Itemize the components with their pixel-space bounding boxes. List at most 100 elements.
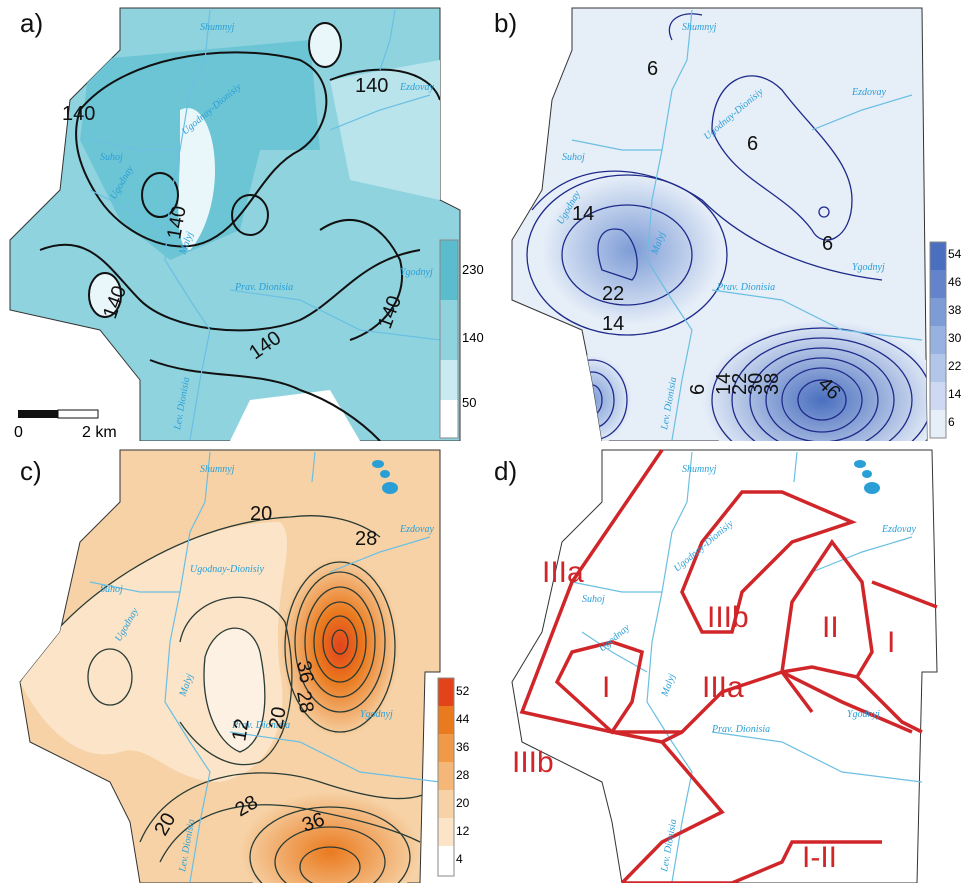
map-b-contour <box>765 357 879 441</box>
river-shumnyj-label: Shumnyj <box>682 22 717 33</box>
map-b: Shumnyj Ezdovay Ugodnay-Dionisiy Suhoj U… <box>511 7 947 441</box>
map-a-contour <box>39 243 421 332</box>
map-a-light-zone <box>178 108 215 250</box>
map-c-contour <box>322 615 358 669</box>
river-ygodnyj-label: Ygodnyj <box>400 267 433 278</box>
contour-label: 22 <box>602 283 624 305</box>
colorbar-a-tick: 230 <box>462 262 484 277</box>
map-c-contour <box>87 648 133 706</box>
map-b-contour <box>668 13 703 41</box>
river-prav-dionisia-label: Prav. Dionisia <box>234 282 293 293</box>
map-a: Shumnyj Ezdovay Ugodnay-Dionisiy Suhoj U… <box>9 7 461 441</box>
contour-label: 30 <box>745 373 767 395</box>
contour-label: 12 <box>228 717 254 743</box>
river-ezdovay-label: Ezdovay <box>881 524 916 535</box>
river-ygodnyj-label: Ygodnyj <box>360 709 393 720</box>
panel-c-label: c) <box>20 456 42 486</box>
river-prav-dionisia-label: Prav. Dionisia <box>716 282 775 293</box>
map-a-contour <box>141 172 179 218</box>
map-b-high <box>702 320 927 441</box>
map-c-contour <box>304 586 376 698</box>
map-b-contour <box>597 228 638 281</box>
map-b-contour <box>711 75 853 241</box>
contour-label: 20 <box>250 503 272 525</box>
contour-label: 6 <box>747 133 758 155</box>
colorbar-c-tick: 36 <box>456 740 470 754</box>
river-prav-dionisia-label: Prav. Dionisia <box>231 720 290 731</box>
lakes-c <box>372 460 398 494</box>
colorbar-b-tick: 38 <box>948 303 962 317</box>
river-prav-dionisia-label: Prav. Dionisia <box>711 724 770 735</box>
contour-label: 6 <box>647 58 658 80</box>
map-c-contour <box>179 596 293 766</box>
contour-label: 6 <box>687 384 709 395</box>
colorbar-c <box>437 677 455 877</box>
colorbar-b-tick: 6 <box>948 415 955 429</box>
zone-label: I-II <box>802 841 837 874</box>
river-suhoj-label: Suhoj <box>562 152 585 163</box>
map-c: Shumnyj Ezdovay Ugodnay-Dionisiy Suhoj U… <box>19 449 455 883</box>
river-ezdovay-label: Ezdovay <box>851 87 886 98</box>
colorbar-b-tick: 14 <box>948 387 962 401</box>
map-b-contour <box>531 170 883 281</box>
contour-label: 6 <box>822 233 833 255</box>
panel-d-label: d) <box>494 456 518 486</box>
rivers-a <box>89 9 441 441</box>
map-b-contour <box>731 337 913 441</box>
zone-label: IIIb <box>512 746 554 779</box>
map-a-contour <box>231 194 269 236</box>
map-d: Shumnyj Ezdovay Ugodnay-Dionisiy Suhoj U… <box>511 449 938 883</box>
colorbar-b-tick: 22 <box>948 359 962 373</box>
map-a-contour <box>75 51 328 248</box>
contour-label: 14 <box>572 203 594 225</box>
map-b-high <box>552 355 632 441</box>
map-a-contour <box>149 359 381 441</box>
map-b-contour <box>749 347 895 441</box>
map-b-contour <box>818 206 830 218</box>
colorbar-c-tick: 28 <box>456 768 470 782</box>
contour-label: 28 <box>355 528 377 550</box>
river-shumnyj-label: Shumnyj <box>682 464 717 475</box>
map-c-contour <box>139 772 431 843</box>
colorbar-b-tick: 54 <box>948 247 962 261</box>
scale-bar <box>18 409 99 419</box>
contour-label: 14 <box>602 313 624 335</box>
colorbar-b-tick: 46 <box>948 275 962 289</box>
map-a-light-zone <box>330 60 440 200</box>
river-shumnyj-label: Shumnyj <box>200 464 235 475</box>
colorbar-b <box>929 241 947 439</box>
zone-label: I <box>887 626 895 659</box>
river-ugodnay-dionisiy-label: Ugodnay-Dionisiy <box>190 564 264 575</box>
contour-label: 22 <box>729 373 751 395</box>
map-b-contour <box>711 327 927 441</box>
map-c-contour <box>299 846 361 883</box>
map-c-high <box>280 557 400 737</box>
river-ezdovay-label: Ezdovay <box>399 82 434 93</box>
colorbar-c-tick: 52 <box>456 684 470 698</box>
panel-b-label: b) <box>494 8 518 38</box>
colorbar-c-tick: 4 <box>456 852 463 866</box>
river-shumnyj-label: Shumnyj <box>200 22 235 33</box>
map-c-contour <box>284 561 396 733</box>
map-c-contour <box>274 826 386 883</box>
map-b-contour <box>561 204 693 306</box>
zone-label: I <box>602 671 610 704</box>
panel-a: Shumnyj Ezdovay Ugodnay-Dionisiy Suhoj U… <box>0 0 484 441</box>
rivers-b <box>571 9 923 441</box>
zone-label: IIIa <box>542 556 584 589</box>
contour-label: 38 <box>761 373 783 395</box>
river-ezdovay-label: Ezdovay <box>399 524 434 535</box>
map-c-contour <box>313 601 367 683</box>
river-suhoj-label: Suhoj <box>100 152 123 163</box>
contour-label: 14 <box>713 373 735 395</box>
colorbar-b-tick: 30 <box>948 331 962 345</box>
map-b-contour <box>797 379 847 421</box>
contour-label: 36 <box>292 659 318 685</box>
scale-bar-start: 0 <box>14 424 23 441</box>
map-c-contour <box>203 627 266 753</box>
contour-label: 140 <box>62 103 95 125</box>
river-ygodnyj-label: Ygodnyj <box>852 262 885 273</box>
map-c-contour <box>249 806 411 883</box>
zone-label: IIIa <box>702 671 744 704</box>
colorbar-a <box>439 239 459 439</box>
